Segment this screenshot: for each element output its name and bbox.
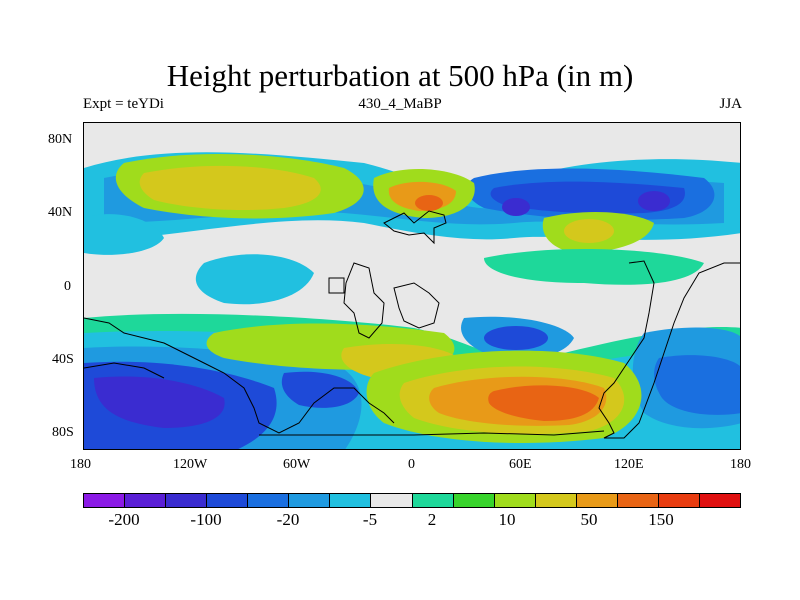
contour-band [484,326,548,350]
contour-band [490,181,685,214]
x-tick-label: 120E [614,457,644,472]
period-label: 430_4_MaBP [358,96,442,112]
colorbar-swatch [371,494,413,507]
colorbar-swatch [453,494,495,507]
contour-band [139,165,321,211]
colorbar-swatch [248,494,290,507]
experiment-label: Expt = teYDi [83,96,164,112]
x-tick-label: 120W [173,457,208,472]
color-legend [83,493,741,508]
colorbar-label: 150 [648,510,674,529]
y-tick-label: 40S [52,352,74,367]
contour-band [281,371,359,408]
colorbar-label: 50 [580,510,598,529]
x-tick-label: 0 [408,457,415,472]
colorbar-swatch [125,494,167,507]
colorbar-label: -5 [362,510,378,529]
colorbar-swatch [494,494,536,507]
colorbar-label: 10 [498,510,516,529]
y-tick-label: 80N [48,132,73,147]
colorbar-swatch [166,494,208,507]
x-tick-label: 60E [509,457,532,472]
contour-band [84,214,164,255]
contour-band [488,385,599,421]
colorbar-label: -100 [190,510,222,529]
season-label: JJA [719,96,742,112]
contour-field [84,123,740,449]
contour-map [83,122,741,450]
contour-band [94,376,225,428]
colorbar-label: -20 [276,510,300,529]
contour-band [564,219,614,243]
colorbar-swatch [330,494,372,507]
y-tick-label: 80S [52,425,74,440]
colorbar-label: 2 [427,510,437,529]
x-tick-label: 60W [283,457,311,472]
colorbar-swatch [289,494,331,507]
colorbar-swatch [207,494,249,507]
contour-band [638,191,670,211]
contour-band [415,195,443,211]
x-tick-label: 180 [730,457,751,472]
colorbar-swatch [576,494,618,507]
contour-band [195,254,314,305]
contour-band [484,248,704,285]
colorbar-swatch [617,494,659,507]
contour-band [502,198,530,216]
x-tick-label: 180 [70,457,91,472]
colorbar-swatch [699,494,740,507]
colorbar-label: -200 [108,510,140,529]
colorbar-swatch [658,494,700,507]
colorbar-swatch [535,494,577,507]
y-tick-label: 40N [48,205,73,220]
coastlines [84,210,740,439]
colorbar-swatch [412,494,454,507]
map-title: Height perturbation at 500 hPa (in m) [166,58,634,93]
contour-band [654,355,740,415]
colorbar-swatch [84,494,126,507]
y-tick-label: 0 [64,279,71,294]
